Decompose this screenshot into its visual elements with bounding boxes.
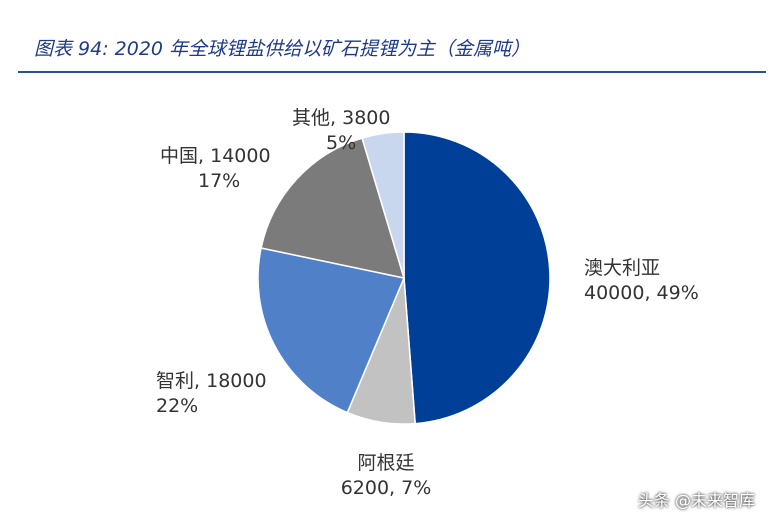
slice-label-name-value: 其他, 3800 <box>292 107 391 129</box>
slice-label-value: 6200, 7% <box>340 477 432 499</box>
pie-slice-2 <box>257 247 406 414</box>
slice-label-china: 中国, 14000 17% <box>160 144 271 194</box>
slice-label-name-value: 智利, 18000 <box>156 370 267 392</box>
pie-slice-0 <box>403 131 551 425</box>
slice-label-value: 3800 <box>342 107 391 129</box>
slice-label-chile: 智利, 18000 22% <box>156 369 267 419</box>
slice-label-percent: 17% <box>198 170 241 192</box>
slice-label-value: 18000 <box>206 370 267 392</box>
slice-label-value: 40000, 49% <box>584 282 699 304</box>
slice-label-name: 阿根廷 <box>357 452 415 474</box>
slice-label-value: 14000 <box>210 145 271 167</box>
pie-slice-3 <box>260 137 406 279</box>
pie-slice-4 <box>361 131 405 279</box>
slice-label-other: 其他, 3800 5% <box>292 106 390 156</box>
slice-label-australia: 澳大利亚 40000, 49% <box>584 256 699 306</box>
slice-label-name: 中国 <box>160 145 199 167</box>
slice-label-name: 智利 <box>156 370 195 392</box>
slice-label-name-value: 中国, 14000 <box>160 145 271 167</box>
chart-title: 图表 94: 2020 年全球锂盐供给以矿石提锂为主（金属吨） <box>34 38 531 60</box>
slice-label-percent: 22% <box>156 395 199 417</box>
watermark: 头条 @未来智库 <box>637 491 755 510</box>
slice-label-argentina: 阿根廷 6200, 7% <box>322 451 450 501</box>
slice-label-name: 澳大利亚 <box>584 257 661 279</box>
title-underline <box>18 71 766 73</box>
slice-label-percent: 5% <box>326 132 357 154</box>
slice-label-name: 其他 <box>292 107 331 129</box>
